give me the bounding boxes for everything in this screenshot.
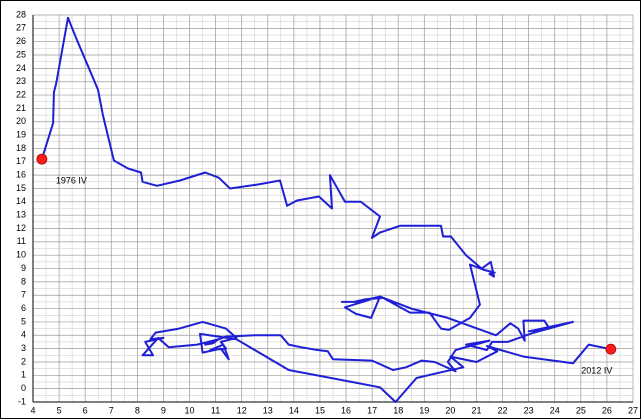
x-tick-label: 8 xyxy=(135,405,140,415)
y-tick-label: 23 xyxy=(16,76,26,86)
y-tick-label: 16 xyxy=(16,170,26,180)
grid xyxy=(32,14,634,403)
y-tick-label: 4 xyxy=(21,330,26,340)
y-tick-label: 27 xyxy=(16,23,26,33)
x-tick-label: 4 xyxy=(30,405,35,415)
y-tick-label: 26 xyxy=(16,36,26,46)
y-tick-label: 19 xyxy=(16,129,26,139)
x-tick-label: 10 xyxy=(185,405,195,415)
x-tick-label: 21 xyxy=(471,405,481,415)
y-tick-label: 7 xyxy=(21,290,26,300)
y-tick-label: 17 xyxy=(16,156,26,166)
x-tick-label: 15 xyxy=(315,405,325,415)
annotation: 1976 IV xyxy=(56,175,87,185)
y-tick-label: 3 xyxy=(21,343,26,353)
y-tick-label: 21 xyxy=(16,103,26,113)
y-tick-label: 20 xyxy=(16,116,26,126)
x-tick-label: 26 xyxy=(602,405,612,415)
y-tick-label: 28 xyxy=(16,9,26,19)
y-tick-label: 15 xyxy=(16,183,26,193)
x-tick-label: 12 xyxy=(237,405,247,415)
x-tick-label: 14 xyxy=(289,405,299,415)
data-line xyxy=(40,16,612,403)
x-tick-label: 7 xyxy=(109,405,114,415)
point-marker xyxy=(605,343,617,355)
point-marker xyxy=(36,153,48,165)
annotation: 2012 IV xyxy=(581,366,612,376)
x-tick-label: 17 xyxy=(367,405,377,415)
y-tick-label: 18 xyxy=(16,143,26,153)
y-tick-label: 6 xyxy=(21,303,26,313)
y-tick-label: 1 xyxy=(21,370,26,380)
x-tick-label: 5 xyxy=(57,405,62,415)
x-tick-label: 16 xyxy=(341,405,351,415)
y-tick-label: -1 xyxy=(18,396,26,406)
y-tick-label: 12 xyxy=(16,223,26,233)
y-tick-label: 14 xyxy=(16,196,26,206)
x-tick-label: 13 xyxy=(263,405,273,415)
y-tick-label: 13 xyxy=(16,210,26,220)
x-tick-label: 25 xyxy=(576,405,586,415)
y-tick-label: 8 xyxy=(21,276,26,286)
x-tick-label: 27 xyxy=(628,405,638,415)
y-tick-label: 0 xyxy=(21,383,26,393)
x-tick-label: 11 xyxy=(211,405,220,415)
x-tick-label: 23 xyxy=(524,405,534,415)
y-tick-label: 25 xyxy=(16,49,26,59)
x-tick-label: 6 xyxy=(83,405,88,415)
x-tick-label: 24 xyxy=(550,405,560,415)
x-tick-label: 9 xyxy=(161,405,166,415)
x-tick-label: 20 xyxy=(445,405,455,415)
x-tick-label: 18 xyxy=(393,405,403,415)
y-tick-label: 24 xyxy=(16,63,26,73)
y-tick-label: 10 xyxy=(16,250,26,260)
y-tick-label: 5 xyxy=(21,316,26,326)
x-tick-label: 19 xyxy=(419,405,429,415)
y-tick-label: 2 xyxy=(21,356,26,366)
y-tick-label: 9 xyxy=(21,263,26,273)
y-tick-label: 22 xyxy=(16,89,26,99)
y-tick-label: 11 xyxy=(17,236,26,246)
x-tick-label: 22 xyxy=(498,405,508,415)
